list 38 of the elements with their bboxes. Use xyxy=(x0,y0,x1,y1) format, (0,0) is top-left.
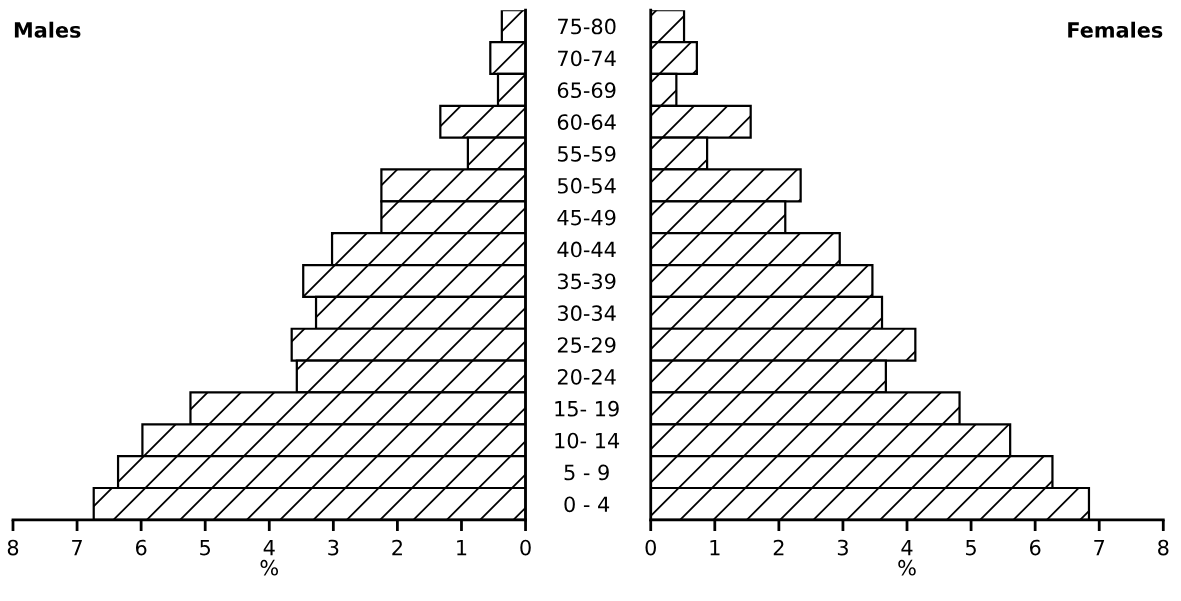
x-tick-label: 0 xyxy=(520,539,531,556)
y-tick-label: 15- 19 xyxy=(555,400,619,417)
x-tick-label: 5 xyxy=(966,539,976,556)
y-tick-label: 0 - 4 xyxy=(564,496,610,513)
x-tick-label: 1 xyxy=(710,539,720,556)
y-tick-label: 5 - 9 xyxy=(564,464,609,481)
x-tick-label: 0 xyxy=(645,539,656,556)
y-tick-label: 65-69 xyxy=(557,82,616,99)
x-tick-label: 2 xyxy=(773,539,784,556)
y-tick-label: 50-54 xyxy=(558,177,616,194)
y-tick-label: 10- 14 xyxy=(555,432,620,449)
x-axis-title: % xyxy=(260,559,279,576)
x-tick-label: 8 xyxy=(1158,539,1169,556)
x-tick-label: 4 xyxy=(901,539,913,556)
x-tick-label: 3 xyxy=(328,539,339,556)
x-axis-title: % xyxy=(898,559,916,576)
x-tick-label: 7 xyxy=(1094,539,1105,556)
x-tick-label: 2 xyxy=(392,539,402,556)
x-tick-label: 4 xyxy=(263,539,275,556)
x-tick-label: 3 xyxy=(837,539,848,556)
y-tick-label: 20-24 xyxy=(557,368,616,385)
x-tick-label: 5 xyxy=(200,539,211,556)
y-tick-label: 75-80 xyxy=(558,18,616,35)
chart-title: Males xyxy=(14,21,81,38)
x-tick-label: 6 xyxy=(135,539,147,556)
y-tick-label: 70-74 xyxy=(558,50,616,67)
y-tick-label: 45-49 xyxy=(557,209,616,226)
x-tick-label: 1 xyxy=(457,539,467,556)
y-tick-label: 25-29 xyxy=(557,337,616,353)
y-tick-label: 40-44 xyxy=(557,241,616,258)
y-tick-label: 30-34 xyxy=(557,305,616,322)
y-tick-label: 60-64 xyxy=(557,114,616,130)
x-tick-label: 6 xyxy=(1029,539,1041,556)
y-tick-label: 55-59 xyxy=(558,146,616,162)
x-tick-label: 8 xyxy=(7,539,19,556)
y-tick-label: 35-39 xyxy=(557,273,616,290)
chart-title: Females xyxy=(1068,21,1163,38)
x-tick-label: 7 xyxy=(72,539,82,556)
